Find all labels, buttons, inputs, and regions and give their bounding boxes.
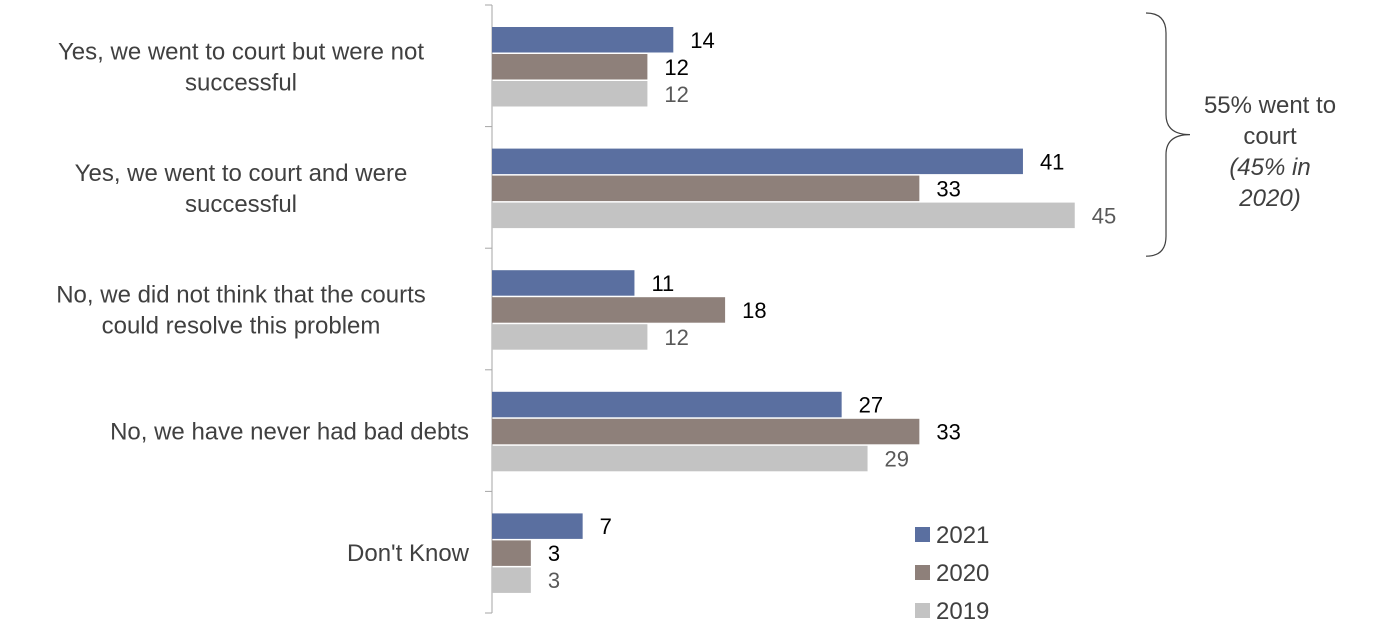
value-label: 11 — [651, 271, 674, 296]
bar-2020-1 — [492, 175, 920, 202]
brace — [1145, 12, 1191, 257]
legend-label: 2020 — [936, 560, 989, 587]
annotation: 55% went to court (45% in 2020) — [1145, 12, 1336, 257]
legend-label: 2021 — [936, 522, 989, 549]
value-label: 27 — [859, 393, 883, 418]
value-label: 12 — [664, 55, 688, 80]
value-label: 12 — [664, 82, 688, 107]
bar-2020-3 — [492, 418, 920, 445]
annotation-text: (45% in — [1229, 154, 1310, 181]
bar-2021-3 — [492, 391, 842, 418]
bar-2020-4 — [492, 540, 531, 566]
category-label: Yes, we went to court and were successful — [75, 160, 408, 218]
value-label: 45 — [1092, 203, 1116, 228]
value-label: 7 — [600, 514, 612, 539]
bar-2019-4 — [492, 567, 531, 593]
category-label: Don't Know — [347, 540, 470, 567]
category-label: No, we have never had bad debts — [110, 419, 469, 446]
bar-2019-0 — [492, 81, 648, 107]
bar-2021-0 — [492, 27, 674, 53]
category-labels: Yes, we went to court but were not succes… — [56, 38, 469, 567]
legend-label: 2019 — [936, 598, 989, 625]
value-label: 3 — [548, 568, 560, 593]
legend: 2021 2020 2019 — [915, 522, 989, 625]
legend-swatch-2019 — [915, 603, 930, 618]
value-label: 33 — [936, 176, 960, 201]
value-label: 3 — [548, 541, 560, 566]
category-label: No, we did not think that the courts coul… — [56, 281, 426, 339]
value-label: 41 — [1040, 149, 1064, 174]
bar-2021-4 — [492, 513, 583, 539]
bars — [492, 27, 1075, 593]
bar-2019-1 — [492, 202, 1075, 229]
annotation-text: 55% went to — [1204, 92, 1336, 119]
bar-2019-3 — [492, 445, 868, 472]
bar-2020-2 — [492, 297, 726, 323]
annotation-text: court — [1243, 123, 1297, 150]
legend-swatch-2020 — [915, 565, 930, 580]
value-label: 12 — [664, 325, 688, 350]
value-label: 33 — [936, 420, 960, 445]
value-label: 14 — [690, 28, 714, 53]
category-axis — [485, 4, 493, 614]
value-label: 18 — [742, 298, 766, 323]
legend-swatch-2021 — [915, 527, 930, 542]
category-label: Yes, we went to court but were not succes… — [58, 38, 424, 96]
value-label: 29 — [885, 447, 909, 472]
bar-2020-0 — [492, 54, 648, 80]
bar-2019-2 — [492, 324, 648, 350]
annotation-text: 2020) — [1238, 185, 1300, 212]
bar-2021-1 — [492, 148, 1023, 175]
bar-2021-2 — [492, 270, 635, 296]
